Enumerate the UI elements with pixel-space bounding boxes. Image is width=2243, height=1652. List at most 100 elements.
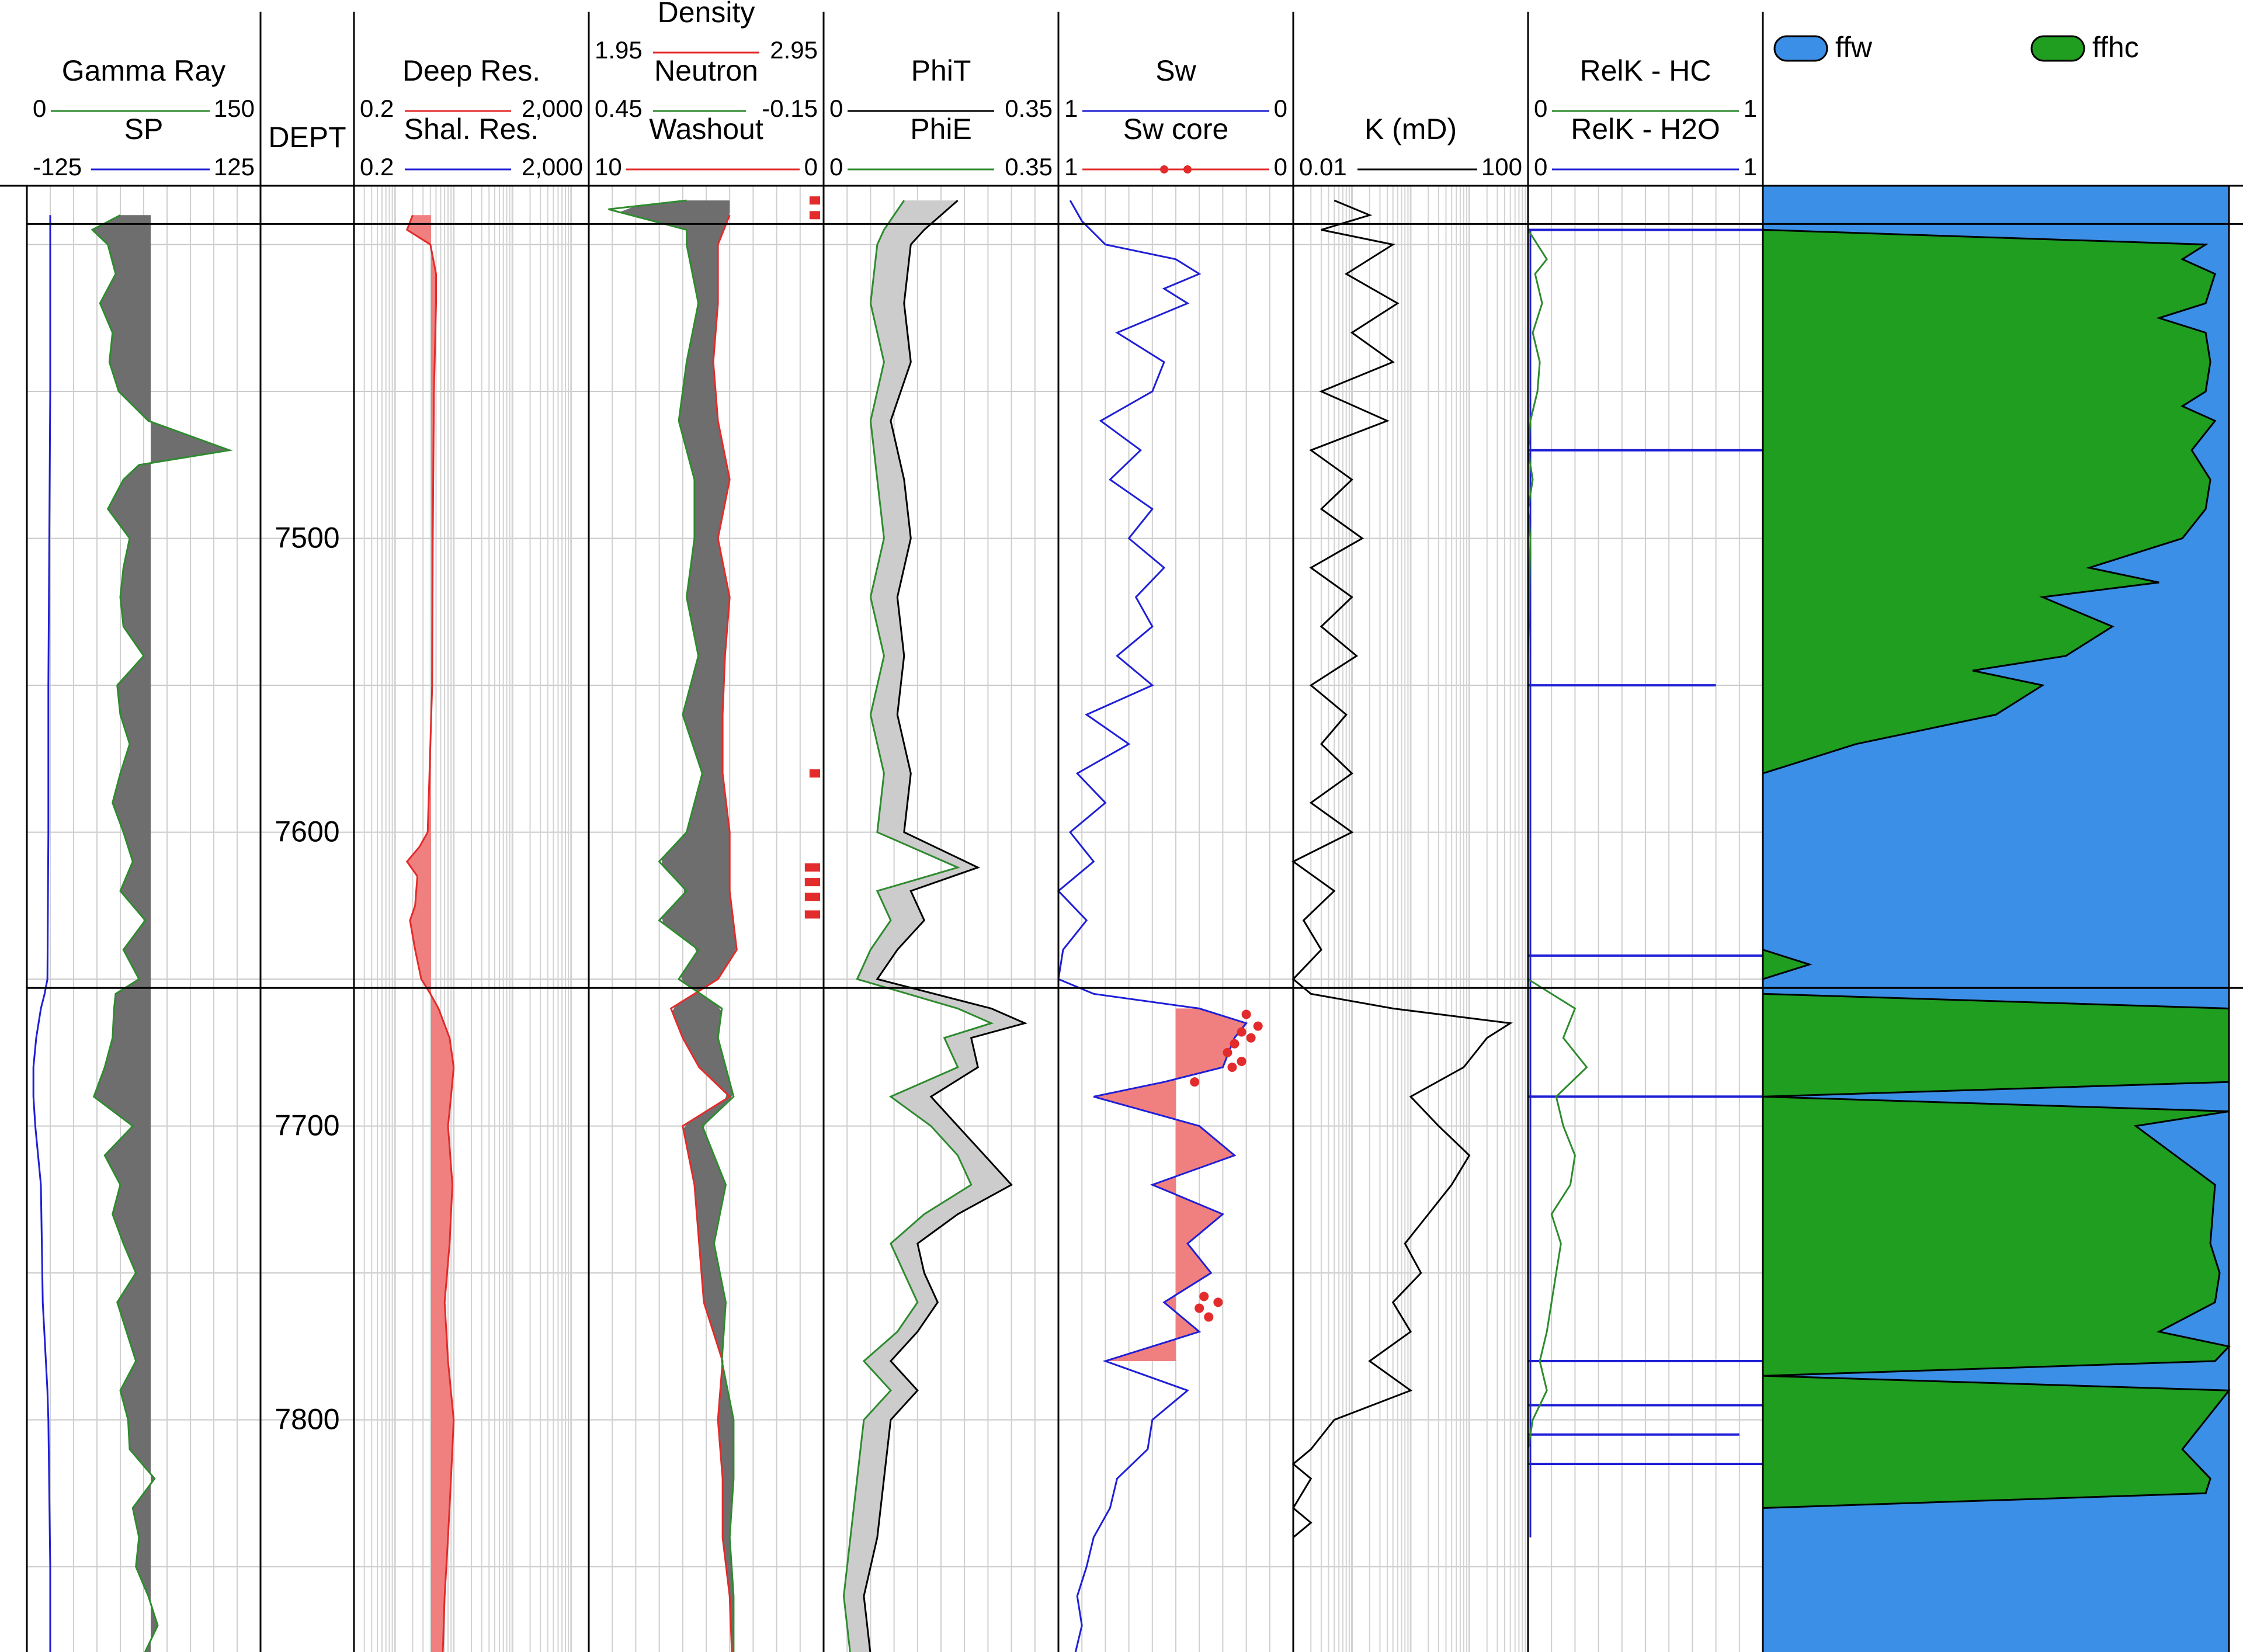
gamma-ray-curve xyxy=(91,214,233,1652)
resistivity-0-min: 0.2 xyxy=(360,95,394,122)
relk-hc-curve xyxy=(1527,229,1588,1450)
perm-0-max: 100 xyxy=(1481,153,1522,181)
sw-core-point xyxy=(1213,1297,1223,1307)
resistivity-0-header: Deep Res. 0.2 2,000 xyxy=(360,54,583,122)
washout-flag xyxy=(809,211,820,220)
porosity_logs-0-min: 1.95 xyxy=(595,36,643,64)
sw-curve xyxy=(1057,200,1248,1652)
relk-1-min: 0 xyxy=(1534,153,1547,181)
sw-0-label: Sw xyxy=(1155,54,1196,87)
legend-label-ffw: ffw xyxy=(1835,31,1873,64)
phi-1-max: 0.35 xyxy=(1005,153,1053,181)
porosity_logs-0-label: Density xyxy=(658,0,755,29)
perm-curve xyxy=(1291,199,1513,1538)
relk-1-header: RelK - H2O 0 1 xyxy=(1534,113,1757,181)
gamma-ray-shale-fill xyxy=(92,215,230,1652)
sp-curve xyxy=(32,215,51,1652)
sw-1-header: Sw core 1 0 xyxy=(1064,113,1287,181)
sw-core-point xyxy=(1204,1312,1214,1322)
sw-1-marker-dot xyxy=(1183,165,1192,173)
sw-0-min: 1 xyxy=(1064,95,1078,122)
washout-flag xyxy=(804,910,820,919)
ffhc-area xyxy=(1763,200,2229,1652)
phi-1-label: PhiE xyxy=(910,113,972,145)
washout-flag xyxy=(809,769,820,778)
depth-axis: DEPT75007600770078007900 xyxy=(268,121,346,1436)
resistivity-1-header: Shal. Res. 0.2 2,000 xyxy=(360,113,583,181)
grid xyxy=(27,186,1763,1652)
gr_sp-1-label: SP xyxy=(124,113,164,145)
depth-tick-label: 7700 xyxy=(275,1109,339,1142)
phi-shale-fill xyxy=(843,200,1025,1652)
sw-core-point xyxy=(1246,1033,1256,1043)
sw-core-point xyxy=(1227,1063,1237,1072)
phi-0-label: PhiT xyxy=(911,54,971,87)
sw-core-point xyxy=(1195,1303,1204,1313)
sw-1-min: 1 xyxy=(1064,153,1078,181)
gr_sp-1-min: -125 xyxy=(33,153,82,181)
deep-res-curve xyxy=(405,214,455,1652)
phi-1-min: 0 xyxy=(829,153,843,181)
density-neutron-fill xyxy=(619,200,737,1652)
depth-tick-label: 7500 xyxy=(275,522,339,554)
sw-0-header: Sw 1 0 xyxy=(1064,54,1287,122)
porosity_logs-2-header: Washout 10 0 xyxy=(595,113,818,181)
gr_sp-0-max: 150 xyxy=(214,95,255,122)
neutron-curve xyxy=(608,199,735,1652)
porosity_logs-1-max: -0.15 xyxy=(762,95,818,122)
gr_sp-1-header: SP -125 125 xyxy=(33,113,255,181)
relk-0-max: 1 xyxy=(1744,95,1757,122)
sw-1-label: Sw core xyxy=(1123,113,1229,145)
relk-0-label: RelK - HC xyxy=(1579,54,1711,87)
perm-0-header: K (mD) 0.01 100 xyxy=(1299,113,1522,181)
phi-1-header: PhiE 0 0.35 xyxy=(829,113,1053,181)
porosity_logs-2-max: 0 xyxy=(804,153,818,181)
resistivity-1-label: Shal. Res. xyxy=(404,113,539,145)
sw-core-point xyxy=(1190,1077,1200,1087)
porosity_logs-0-max: 2.95 xyxy=(770,36,818,64)
porosity_logs-2-min: 10 xyxy=(595,153,622,181)
sw-1-marker-dot xyxy=(1160,165,1168,173)
gr_sp-1-max: 125 xyxy=(214,153,255,181)
legend-swatch-ffw xyxy=(1773,35,1828,62)
sw-core-point xyxy=(1253,1021,1263,1031)
gr_sp-0-min: 0 xyxy=(33,95,46,122)
perm-0-min: 0.01 xyxy=(1299,153,1347,181)
sw-core-point xyxy=(1223,1047,1232,1057)
sw-core-point xyxy=(1199,1292,1209,1302)
sw-1-max: 0 xyxy=(1274,153,1287,181)
phi-0-max: 0.35 xyxy=(1005,95,1053,122)
relk-0-header: RelK - HC 0 1 xyxy=(1534,54,1757,122)
phit-curve xyxy=(863,199,1028,1652)
resistivity-fill xyxy=(407,215,454,1652)
gr_sp-0-header: Gamma Ray 0 150 xyxy=(33,54,255,122)
sw-core-point xyxy=(1237,1027,1247,1037)
depth-tick-label: 7800 xyxy=(275,1403,339,1436)
porosity_logs-1-min: 0.45 xyxy=(595,95,643,122)
porosity_logs-2-label: Washout xyxy=(649,113,763,145)
resistivity-1-min: 0.2 xyxy=(360,153,394,181)
legend-label-ffhc: ffhc xyxy=(2092,31,2139,64)
phie-curve xyxy=(842,200,994,1652)
sw-0-max: 0 xyxy=(1274,95,1287,122)
relk-0-min: 0 xyxy=(1534,95,1547,122)
washout-flag xyxy=(809,196,820,205)
phi-0-min: 0 xyxy=(829,95,843,122)
relk-1-max: 1 xyxy=(1744,153,1757,181)
washout-flag xyxy=(804,863,820,872)
resistivity-0-label: Deep Res. xyxy=(402,54,540,87)
porosity_logs-1-label: Neutron xyxy=(654,54,758,87)
relk-1-label: RelK - H2O xyxy=(1571,113,1720,145)
gr_sp-0-label: Gamma Ray xyxy=(62,54,226,87)
sw-core-point xyxy=(1230,1039,1239,1049)
sw-core-point xyxy=(1241,1009,1251,1019)
sw-core-point xyxy=(1237,1056,1247,1066)
resistivity-1-max: 2,000 xyxy=(522,153,583,181)
resistivity-0-max: 2,000 xyxy=(522,95,583,122)
relk-h2o-curve xyxy=(1528,228,1763,1538)
washout-flag xyxy=(804,878,820,887)
phi-0-header: PhiT 0 0.35 xyxy=(829,54,1053,122)
porosity_logs-0-header: Density 1.95 2.95 xyxy=(595,0,818,64)
perm-0-label: K (mD) xyxy=(1364,113,1457,145)
